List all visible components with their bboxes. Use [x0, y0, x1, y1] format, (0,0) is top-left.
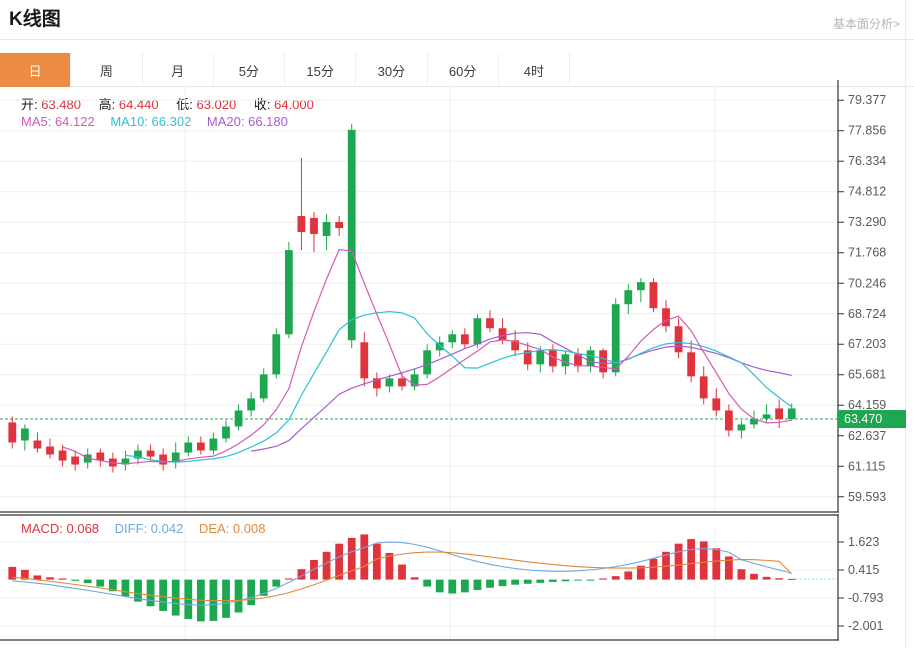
svg-text:-2.001: -2.001	[848, 619, 883, 633]
svg-text:65.681: 65.681	[848, 368, 886, 382]
svg-text:-0.793: -0.793	[848, 591, 883, 605]
svg-text:79.377: 79.377	[848, 93, 886, 107]
svg-text:62.637: 62.637	[848, 429, 886, 443]
svg-text:68.724: 68.724	[848, 307, 886, 321]
svg-text:73.290: 73.290	[848, 215, 886, 229]
svg-text:1.623: 1.623	[848, 535, 879, 549]
svg-text:70.246: 70.246	[848, 276, 886, 290]
svg-text:77.856: 77.856	[848, 124, 886, 138]
svg-text:67.203: 67.203	[848, 337, 886, 351]
svg-text:61.115: 61.115	[848, 459, 885, 473]
svg-text:76.334: 76.334	[848, 154, 886, 168]
svg-text:71.768: 71.768	[848, 246, 886, 260]
svg-text:59.593: 59.593	[848, 490, 886, 504]
svg-text:74.812: 74.812	[848, 185, 886, 199]
svg-text:63.470: 63.470	[844, 412, 882, 426]
svg-text:0.415: 0.415	[848, 563, 879, 577]
